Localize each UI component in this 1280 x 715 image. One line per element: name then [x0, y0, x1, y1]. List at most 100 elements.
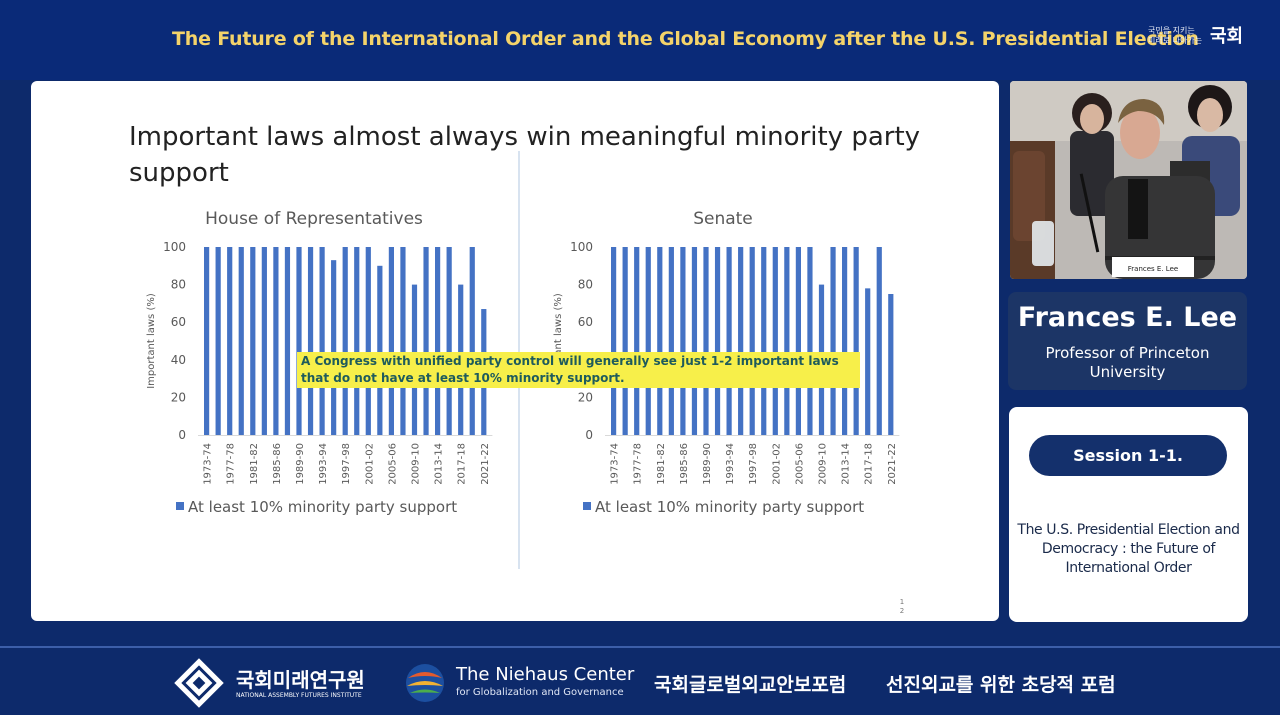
- bar: [622, 247, 628, 435]
- x-tick-label: 2001-02: [364, 443, 375, 485]
- x-tick-label: 1997-98: [341, 443, 352, 485]
- speaker-video: Frances E. Lee: [1010, 81, 1247, 279]
- y-tick-label: 20: [171, 390, 186, 404]
- bar: [261, 247, 267, 435]
- globe-icon: [406, 664, 444, 702]
- bar: [714, 247, 721, 435]
- y-tick-label: 20: [578, 390, 593, 404]
- y-tick-label: 60: [578, 315, 593, 329]
- x-tick-label: 2009-10: [411, 443, 422, 485]
- bar: [469, 247, 475, 435]
- x-tick-label: 1973-74: [610, 443, 621, 485]
- bar: [726, 247, 732, 435]
- x-tick-label: 1993-94: [725, 443, 736, 485]
- bar: [842, 247, 848, 435]
- bar: [296, 247, 302, 435]
- bar: [772, 247, 778, 435]
- bar: [319, 247, 325, 435]
- bar: [273, 247, 279, 435]
- bar: [611, 247, 617, 435]
- bar: [284, 247, 291, 435]
- bar: [446, 247, 452, 435]
- x-tick-label: 1977-78: [633, 443, 644, 485]
- y-tick-label: 0: [585, 428, 593, 442]
- session-description: The U.S. Presidential Election and Democ…: [1017, 522, 1240, 576]
- page-number-line1: 1: [899, 598, 905, 606]
- session-card: Session 1-1. The U.S. Presidential Elect…: [1009, 407, 1248, 622]
- bar: [657, 247, 663, 435]
- bar: [691, 247, 698, 435]
- x-tick-label: 2017-18: [457, 443, 468, 485]
- session-label: Session 1-1.: [1029, 435, 1227, 476]
- bar: [250, 247, 256, 435]
- speaker-card: Frances E. Lee Professor of Princeton Un…: [1008, 292, 1247, 390]
- x-tick-label: 1981-82: [656, 443, 667, 485]
- x-tick-label: 2017-18: [864, 443, 875, 485]
- niehaus-center-name: The Niehaus Center: [456, 664, 635, 685]
- niehaus-center-subtitle: for Globalization and Governance: [456, 687, 624, 698]
- bar: [853, 247, 859, 435]
- bar: [761, 247, 767, 435]
- chart-title: Senate: [693, 209, 753, 229]
- niehaus-center-logo: The Niehaus Center for Globalization and…: [404, 662, 634, 706]
- bar: [807, 247, 813, 435]
- nafi-korean-name: 국회미래연구원: [236, 668, 365, 692]
- x-tick-label: 2009-10: [818, 443, 829, 485]
- bar: [830, 247, 836, 435]
- speaker-role: Professor of Princeton University: [1045, 344, 1210, 381]
- x-tick-label: 1985-86: [679, 443, 690, 485]
- header-bar: The Future of the International Order an…: [0, 0, 1280, 80]
- logo-tagline-line1: 국민을 지키는: [1148, 26, 1195, 35]
- bar: [668, 247, 674, 435]
- chart-title: House of Representatives: [205, 209, 423, 229]
- bar: [354, 247, 360, 435]
- x-tick-label: 1989-90: [295, 443, 306, 485]
- bar: [423, 247, 429, 435]
- y-tick-label: 0: [178, 428, 186, 442]
- video-nameplate: Frances E. Lee: [1128, 265, 1178, 273]
- bar: [784, 247, 790, 435]
- bar: [865, 288, 871, 435]
- callout-highlight: A Congress with unified party control wi…: [297, 352, 860, 388]
- x-tick-label: 1973-74: [203, 443, 214, 485]
- logo-wordmark: 국회: [1210, 26, 1244, 47]
- x-tick-label: 2005-06: [387, 443, 398, 485]
- bar: [204, 247, 210, 435]
- house-chart: House of Representatives Important laws (…: [146, 209, 493, 516]
- x-tick-label: 2013-14: [841, 443, 852, 485]
- bar: [331, 260, 337, 435]
- bar: [400, 247, 406, 435]
- bar: [738, 247, 744, 435]
- forum-name-global: 국회글로벌외교안보포럼: [654, 674, 847, 696]
- x-tick-label: 1989-90: [702, 443, 713, 485]
- bar: [645, 247, 651, 435]
- bar: [342, 247, 348, 435]
- bar: [888, 294, 894, 435]
- y-tick-label: 60: [171, 315, 186, 329]
- x-tick-label: 2001-02: [771, 443, 782, 485]
- presentation-slide: Important laws almost always win meaning…: [31, 81, 999, 621]
- x-tick-label: 1997-98: [748, 443, 759, 485]
- x-tick-label: 2021-22: [480, 443, 491, 485]
- bar: [876, 247, 882, 435]
- x-tick-label: 1981-82: [249, 443, 260, 485]
- nafi-emblem-icon: [174, 658, 224, 708]
- logo-tagline-line2: 미래로 나아가는: [1148, 36, 1203, 45]
- bar: [388, 247, 394, 435]
- x-tick-label: 2005-06: [794, 443, 805, 485]
- bar: [703, 247, 709, 435]
- bar: [307, 247, 314, 435]
- forum-name-bipartisan: 선진외교를 위한 초당적 포럼: [886, 674, 1116, 696]
- speaker-name: Frances E. Lee: [1017, 302, 1238, 333]
- bar: [215, 247, 221, 435]
- y-tick-label: 80: [578, 278, 593, 292]
- x-tick-label: 2021-22: [887, 443, 898, 485]
- bar: [634, 247, 640, 435]
- slide-title: Important laws almost always win meaning…: [129, 122, 921, 188]
- y-axis-label: Important laws (%): [553, 293, 564, 389]
- y-tick-label: 100: [570, 240, 593, 254]
- x-tick-label: 1977-78: [226, 443, 237, 485]
- speaker-video-image: Frances E. Lee: [1010, 81, 1247, 279]
- footer-divider: [0, 646, 1280, 648]
- legend-swatch: [176, 502, 184, 510]
